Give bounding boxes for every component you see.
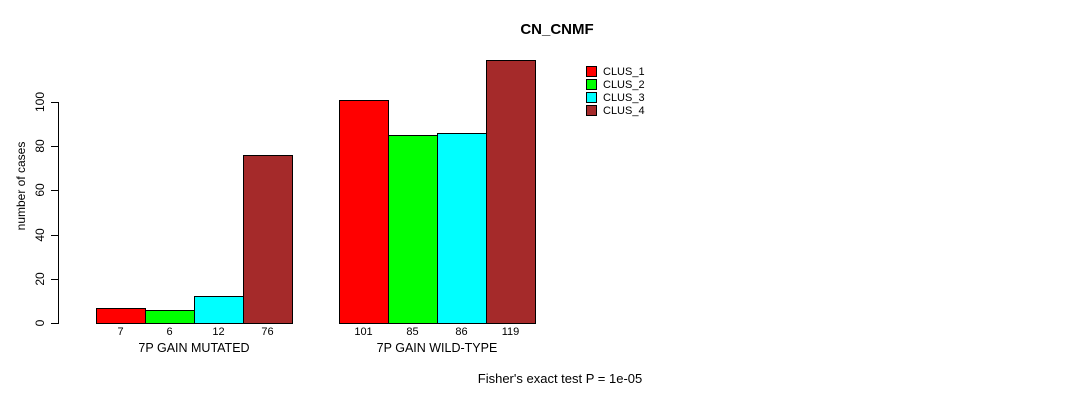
y-axis-line — [58, 102, 59, 324]
y-axis-tick-label: 60 — [33, 183, 47, 198]
bar-clus_4-2 — [486, 60, 536, 324]
bar-clus_3-2 — [437, 133, 487, 324]
legend-label: CLUS_4 — [603, 104, 645, 117]
y-axis-tick — [51, 323, 58, 324]
bar-count-label: 12 — [212, 326, 225, 338]
legend-item-clus_1: CLUS_1 — [586, 65, 645, 78]
bar-count-label: 7 — [117, 326, 124, 338]
legend-item-clus_2: CLUS_2 — [586, 78, 645, 91]
y-axis-label: number of cases — [14, 141, 28, 231]
y-axis-tick — [51, 102, 58, 103]
legend-swatch-icon — [586, 79, 597, 90]
bar-count-label: 76 — [261, 326, 274, 338]
legend: CLUS_1 CLUS_2 CLUS_3 CLUS_4 — [586, 65, 645, 117]
y-axis-tick-label: 100 — [33, 91, 47, 113]
y-axis-tick-label: 20 — [33, 272, 47, 286]
bar-count-label: 85 — [406, 326, 419, 338]
bar-clus_1-2 — [339, 100, 389, 324]
bar-clus_3-1 — [194, 296, 244, 324]
legend-swatch-icon — [586, 66, 597, 77]
category-label: 7P GAIN WILD-TYPE — [376, 341, 498, 355]
y-axis-tick — [51, 146, 58, 148]
legend-swatch-icon — [586, 105, 597, 116]
y-axis-tick — [51, 190, 58, 192]
bar-clus_2-1 — [145, 310, 195, 324]
annotation-text: Fisher's exact test P = 1e-05 — [477, 371, 643, 386]
bar-clus_4-1 — [243, 155, 293, 324]
legend-label: CLUS_3 — [603, 91, 645, 104]
y-axis-tick — [51, 278, 58, 280]
bar-clus_2-2 — [388, 135, 438, 324]
y-axis-tick — [51, 234, 58, 236]
bar-count-label: 101 — [354, 326, 373, 338]
y-axis-tick-label: 0 — [33, 319, 47, 327]
legend-item-clus_4: CLUS_4 — [586, 104, 645, 117]
chart-title: CN_CNMF — [520, 21, 594, 38]
bar-count-label: 6 — [166, 326, 173, 338]
bar-count-label: 119 — [501, 326, 520, 338]
y-axis-tick-label: 40 — [33, 227, 47, 242]
bar-count-label: 86 — [455, 326, 468, 338]
legend-swatch-icon — [586, 92, 597, 103]
y-axis-tick-label: 80 — [33, 139, 47, 153]
legend-item-clus_3: CLUS_3 — [586, 91, 645, 104]
bar-clus_1-1 — [96, 308, 146, 324]
legend-label: CLUS_2 — [603, 78, 645, 91]
category-label: 7P GAIN MUTATED — [138, 341, 250, 355]
legend-label: CLUS_1 — [603, 65, 645, 78]
